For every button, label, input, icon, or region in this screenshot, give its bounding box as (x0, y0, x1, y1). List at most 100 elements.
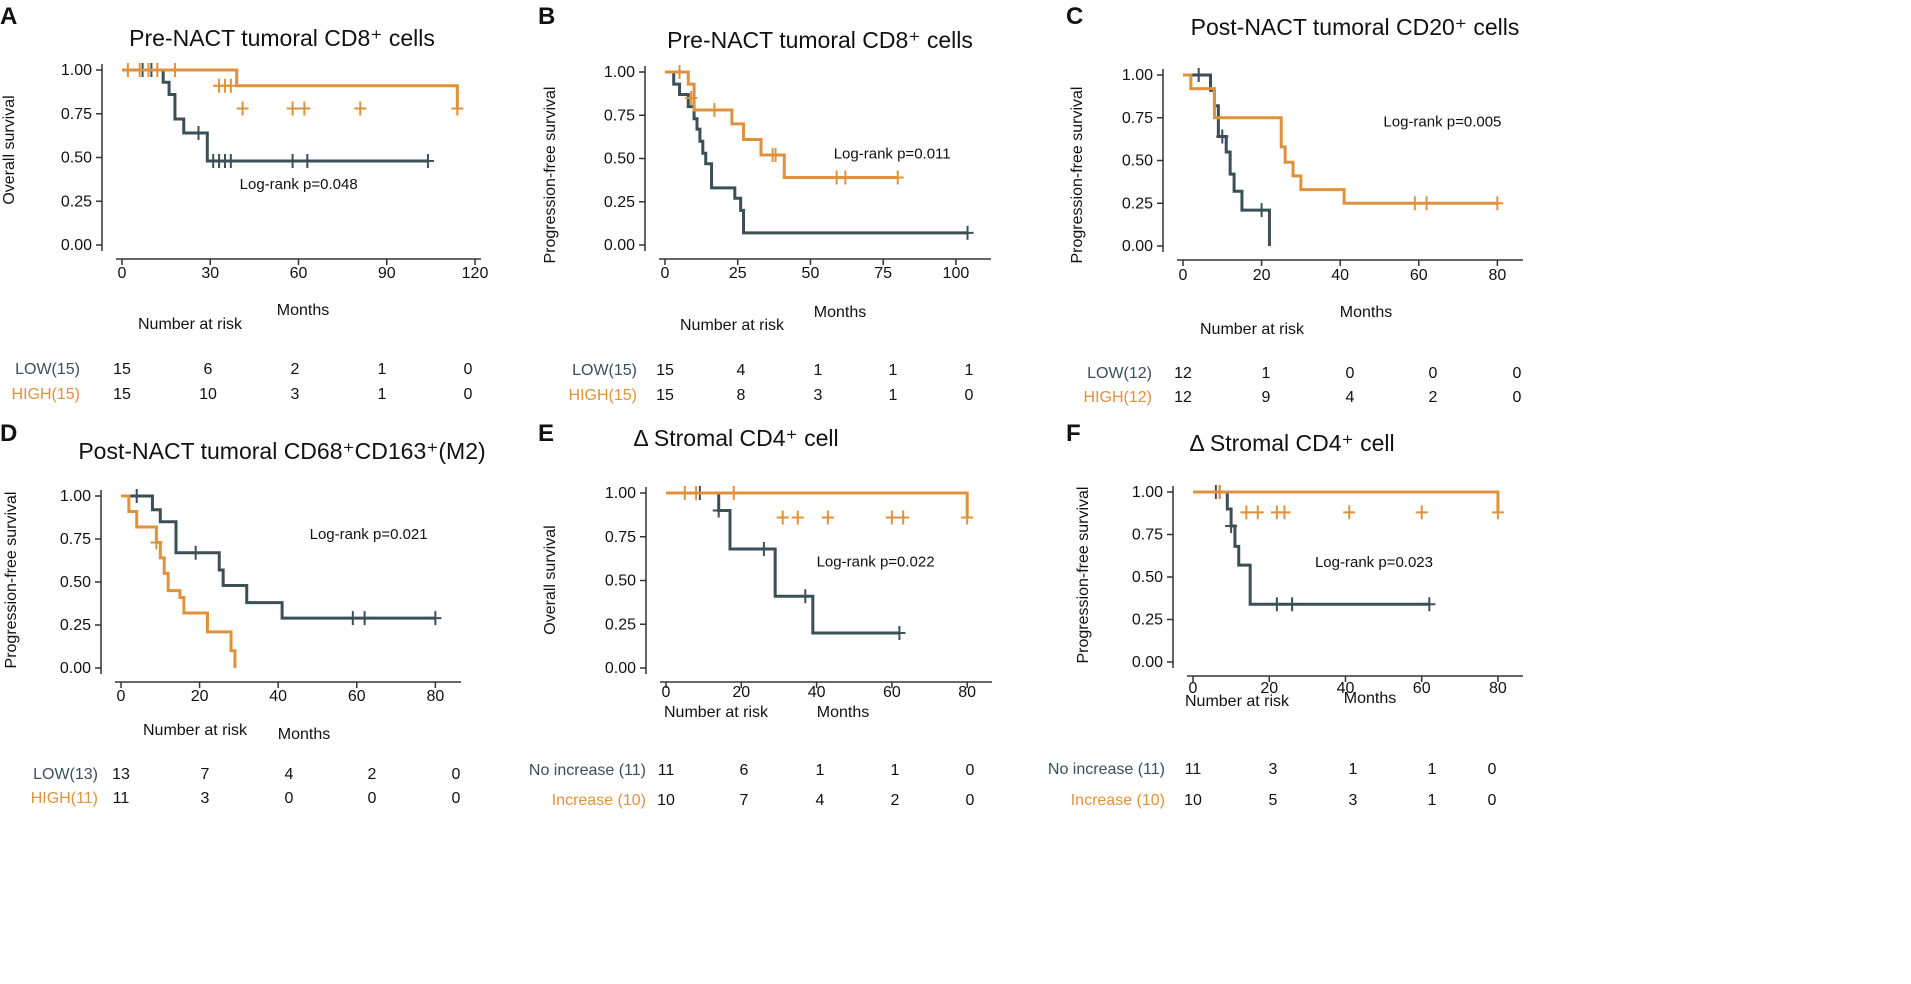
panel-b: B Pre-NACT tumoral CD8⁺ cells 0.00 0.25 0.50… (538, 3, 991, 404)
censor-mark-high (727, 486, 740, 500)
x-axis-label: Months (278, 726, 330, 743)
x-tick-label: 20 (1253, 267, 1271, 284)
y-tick-label: 0.75 (60, 531, 91, 548)
censor-mark-low (1255, 203, 1268, 218)
risk-table-title: Number at risk (138, 316, 243, 333)
risk-count: 1 (816, 762, 825, 779)
y-tick-label: 0.00 (60, 660, 91, 677)
risk-row-label-low: LOW(12) (1087, 365, 1152, 382)
risk-count: 1 (1349, 761, 1358, 778)
censor-mark-high (298, 101, 311, 116)
risk-count: 10 (199, 386, 217, 403)
y-tick-label: 1.00 (60, 488, 91, 505)
chart-title: Δ Stromal CD4⁺ cell (633, 425, 838, 451)
x-axis-label: Months (1344, 690, 1396, 707)
risk-row-label-high: Increase (10) (1071, 792, 1165, 809)
censor-mark-low (1270, 597, 1283, 612)
panel-letter: C (1066, 3, 1083, 30)
y-tick-label: 0.00 (61, 237, 92, 254)
risk-count: 12 (1174, 389, 1192, 406)
y-tick-label: 0.00 (604, 237, 635, 254)
x-tick-label: 120 (462, 265, 489, 282)
censor-mark-low (1286, 597, 1299, 612)
y-tick-label: 0.75 (61, 106, 92, 123)
x-axis-label: Months (1340, 304, 1392, 321)
y-axis-label: Progression-free survival (1075, 487, 1092, 664)
survival-curve-low (121, 494, 436, 620)
chart-title: Post-NACT tumoral CD68⁺CD163⁺(M2) (78, 438, 485, 464)
risk-count: 11 (658, 762, 675, 779)
risk-count: 0 (464, 386, 473, 403)
y-tick-label: 0.25 (61, 193, 92, 210)
y-axis-label: Progression-free survival (542, 87, 559, 264)
censor-mark-high (1420, 196, 1433, 211)
censor-mark-high (821, 510, 834, 525)
risk-count: 4 (816, 792, 825, 809)
censor-mark-low (712, 503, 725, 518)
y-tick-label: 0.00 (1122, 238, 1153, 255)
risk-count: 0 (1488, 792, 1497, 809)
panel-letter: A (0, 3, 17, 30)
panel-d: D Post-NACT tumoral CD68⁺CD163⁺(M2) 0.00 0.… (0, 420, 486, 807)
x-tick-label: 90 (378, 265, 396, 282)
x-tick-label: 50 (802, 265, 820, 282)
risk-count: 1 (378, 386, 387, 403)
x-tick-label: 75 (874, 265, 892, 282)
censor-mark-low (358, 611, 371, 626)
censor-mark-high (708, 103, 721, 118)
x-tick-label: 40 (269, 688, 287, 705)
x-tick-label: 0 (118, 265, 127, 282)
risk-count: 13 (112, 766, 130, 783)
risk-count: 0 (1429, 365, 1438, 382)
risk-table-title: Number at risk (1185, 693, 1290, 710)
censor-mark-high (690, 486, 703, 500)
survival-curve-low (1183, 73, 1271, 246)
censor-mark-low (346, 611, 359, 626)
risk-count: 0 (966, 792, 975, 809)
logrank-pvalue: Log-rank p=0.011 (834, 146, 951, 163)
panel-letter: E (538, 420, 554, 447)
censor-mark-high (150, 535, 163, 550)
chart-title: Δ Stromal CD4⁺ cell (1189, 430, 1394, 456)
censor-mark-high (1213, 485, 1226, 499)
censor-mark-low (1225, 519, 1238, 533)
chart-title: Pre-NACT tumoral CD8⁺ cells (667, 27, 973, 53)
y-tick-label: 0.75 (604, 107, 635, 124)
censor-mark-high (685, 90, 698, 105)
panel-letter: D (0, 420, 17, 447)
x-tick-label: 60 (883, 684, 901, 701)
risk-count: 1 (1428, 792, 1437, 809)
risk-count: 0 (1513, 389, 1522, 406)
survival-curve-high (121, 494, 237, 668)
x-tick-label: 0 (117, 688, 126, 705)
censor-mark-low (301, 154, 314, 168)
survival-curve-high (122, 68, 459, 109)
y-tick-label: 0.50 (604, 151, 635, 168)
censor-mark-low (799, 589, 812, 604)
censor-mark-high (1343, 505, 1356, 520)
y-axis-label: Overall survival (1, 95, 18, 204)
y-tick-label: 0.50 (1122, 153, 1153, 170)
risk-count: 10 (1184, 792, 1202, 809)
censor-mark-high (121, 63, 134, 77)
risk-count: 1 (891, 762, 900, 779)
censor-mark-high (354, 101, 367, 116)
risk-count: 2 (368, 766, 377, 783)
censor-mark-high (839, 170, 852, 185)
risk-count: 4 (1346, 389, 1355, 406)
risk-count: 9 (1262, 389, 1271, 406)
risk-count: 11 (113, 790, 130, 807)
censor-mark-high (891, 170, 904, 185)
y-tick-label: 0.00 (605, 660, 636, 677)
survival-curve-high (1183, 73, 1498, 205)
chart-title: Pre-NACT tumoral CD8⁺ cells (129, 25, 435, 51)
x-tick-label: 80 (1488, 267, 1506, 284)
risk-count: 0 (966, 762, 975, 779)
x-tick-label: 40 (808, 684, 826, 701)
risk-row-label-low: LOW(15) (15, 361, 80, 378)
risk-count: 15 (113, 361, 131, 378)
risk-count: 3 (291, 386, 300, 403)
censor-mark-high (885, 510, 898, 525)
x-tick-label: 60 (290, 265, 308, 282)
